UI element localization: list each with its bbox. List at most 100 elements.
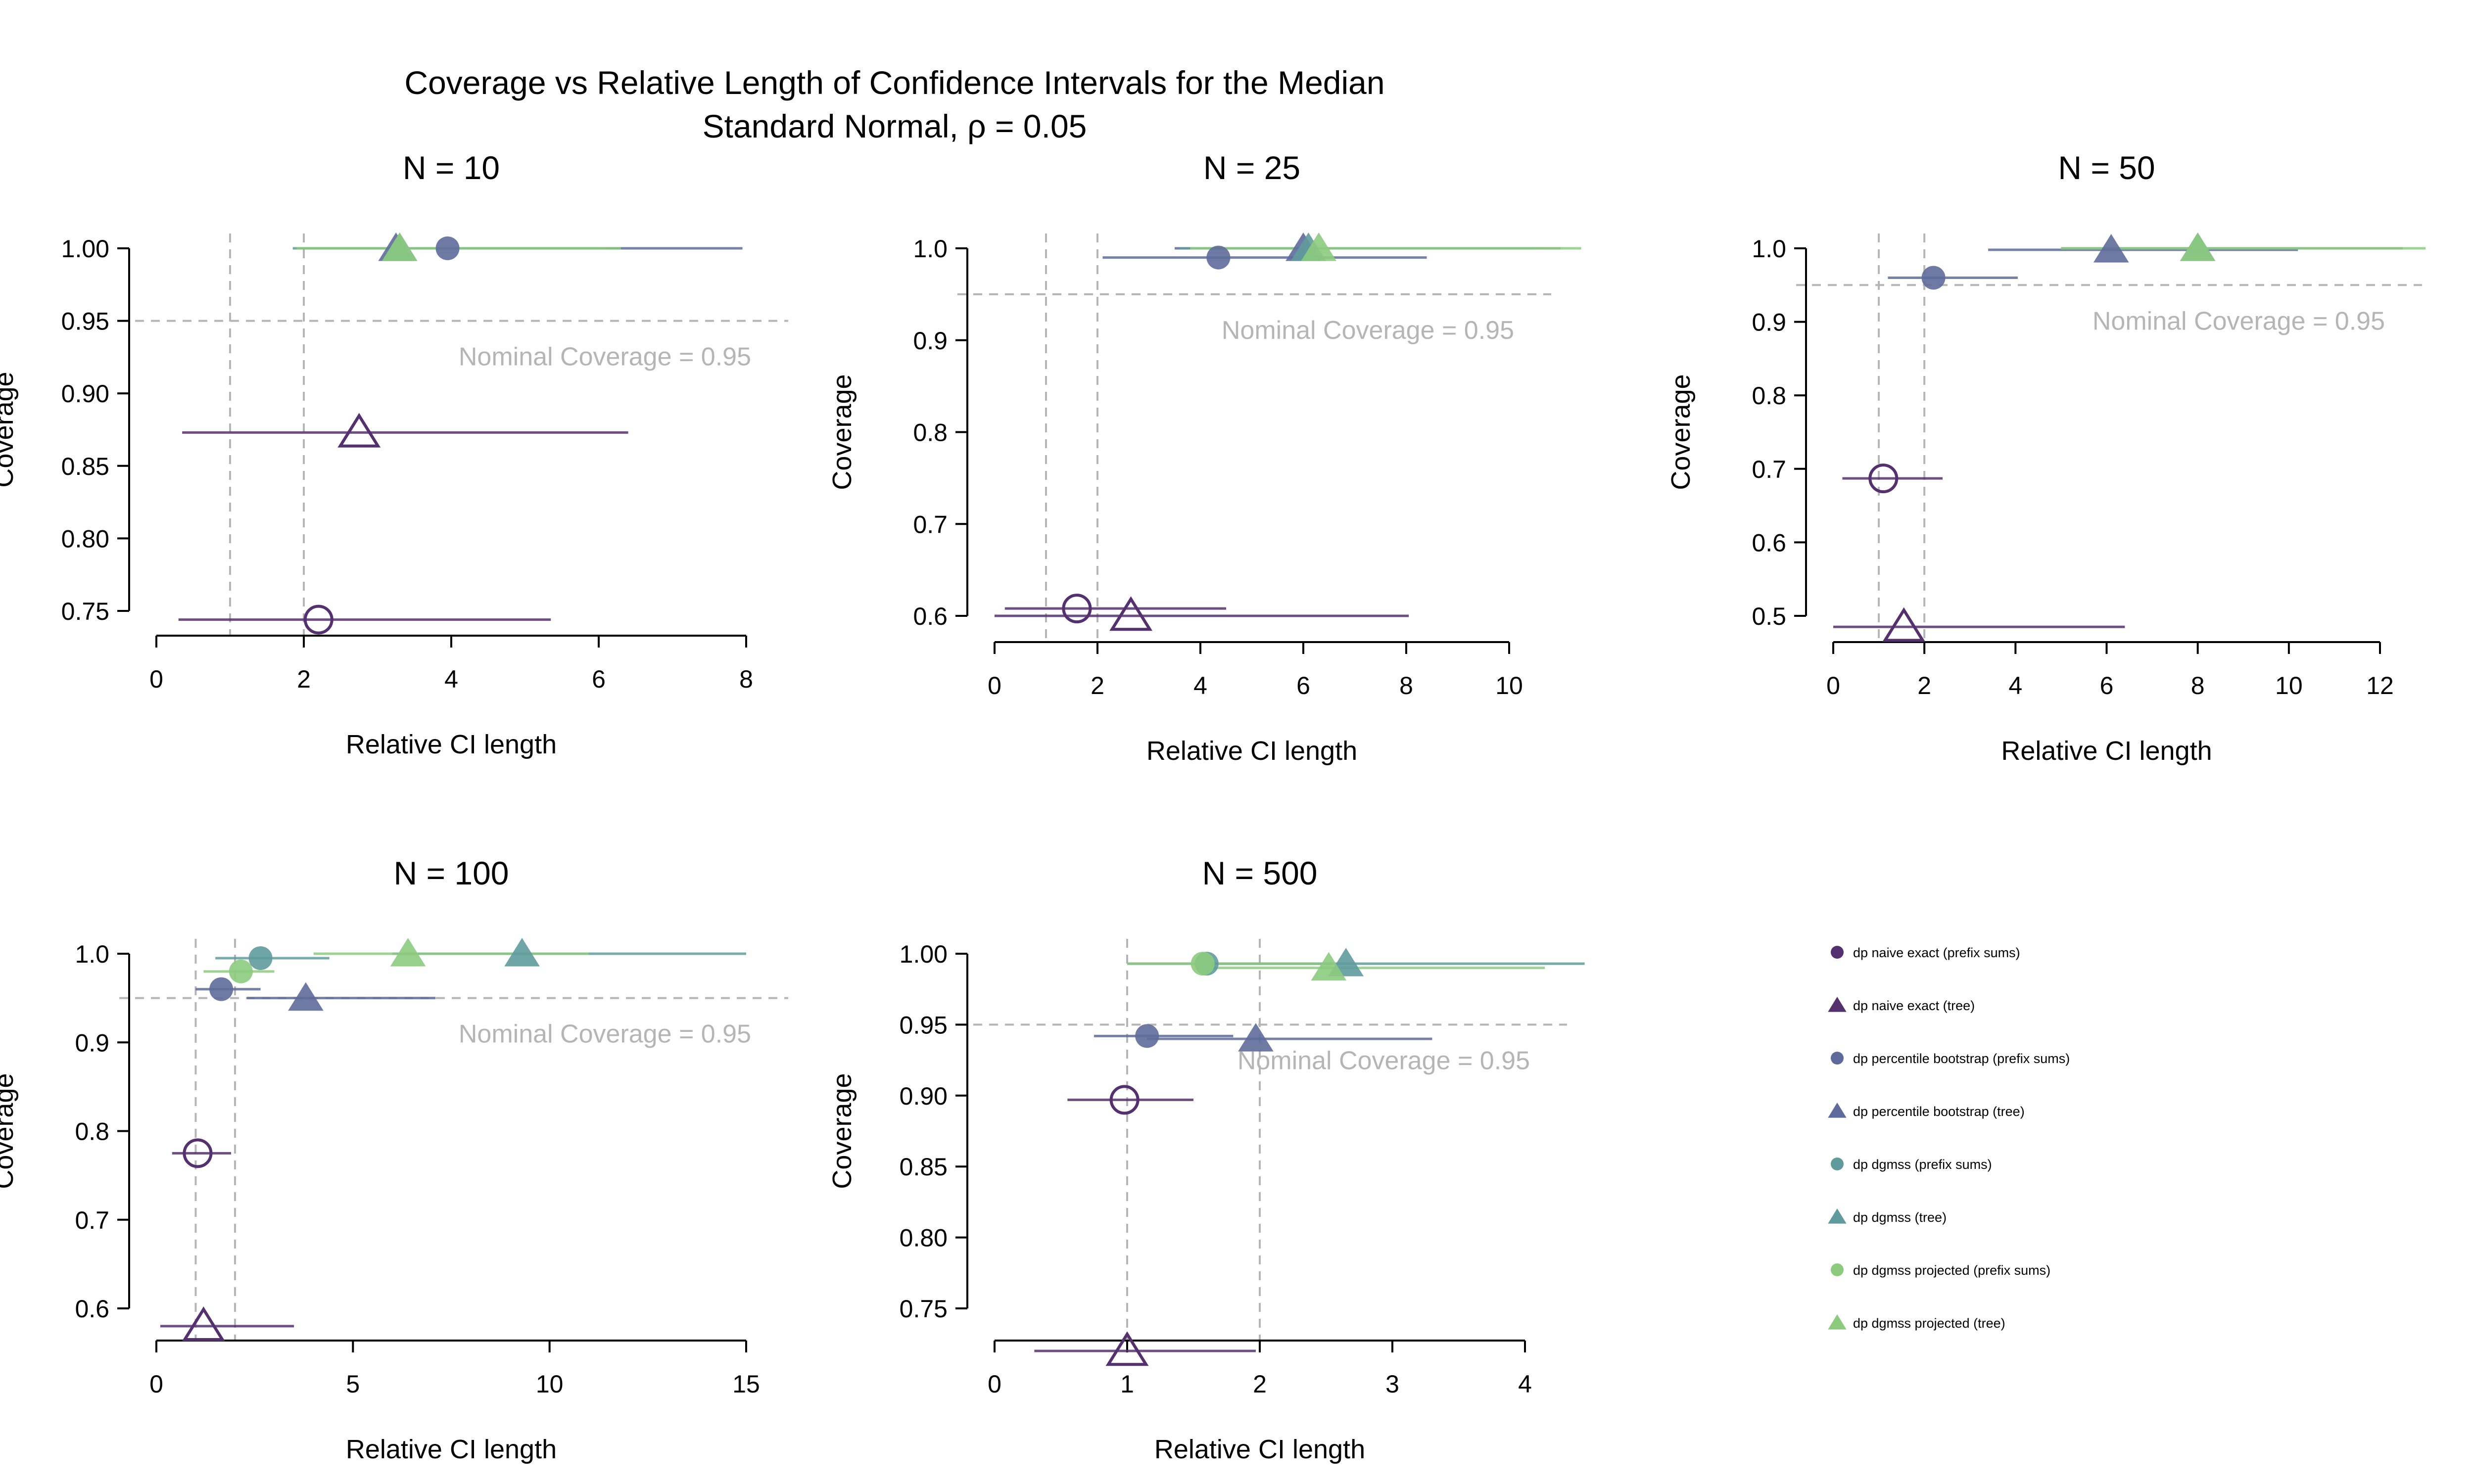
y-tick-label: 1.0 [1752,235,1786,263]
y-tick-label: 0.80 [900,1224,948,1252]
data-point-circle [248,946,273,970]
y-tick-label: 0.90 [900,1082,948,1110]
panel-title: N = 500 [1202,855,1318,891]
y-tick-label: 0.8 [913,419,948,447]
x-tick-label: 2 [1253,1370,1267,1398]
y-tick-label: 0.8 [75,1118,109,1146]
x-tick-label: 2 [1091,672,1104,699]
legend-circle-icon [1831,946,1844,959]
legend-label: dp dgmss projected (prefix sums) [1853,1263,2050,1278]
data-point-triangle [390,938,426,967]
y-tick-label: 0.95 [900,1011,948,1039]
panel-title: N = 50 [2058,149,2155,186]
panel-2: N = 25 Nominal Coverage = 0.95 0.6 0.7 0.8 0.… [827,149,1581,766]
legend-item: dp percentile bootstrap (prefix sums) [1831,1051,2070,1066]
data-point-circle [1206,245,1231,270]
x-tick-label: 12 [2366,672,2394,699]
data-point-triangle [2180,232,2216,261]
y-tick-label: 0.9 [75,1029,109,1057]
legend-item: dp dgmss projected (prefix sums) [1831,1263,2050,1278]
x-tick-label: 8 [1399,672,1413,699]
data-point-triangle [1238,1023,1274,1052]
data-point-circle [1190,952,1215,976]
y-tick-label: 0.5 [1752,603,1786,630]
x-axis-label: Relative CI length [2001,736,2212,766]
y-tick-label: 0.95 [61,308,109,335]
data-point-circle [183,1138,213,1168]
x-axis-label: Relative CI length [346,730,557,759]
x-tick-label: 0 [149,1370,163,1398]
panel-1: N = 10 Nominal Coverage = 0.95 0.75 0.80 0.8… [0,149,788,759]
legend-item: dp dgmss projected (tree) [1828,1314,2005,1331]
legend-circle-icon [1831,1052,1844,1065]
data-point-circle [1868,464,1899,494]
y-tick-label: 1.0 [75,940,109,968]
y-tick-label: 0.90 [61,380,109,408]
legend-item: dp naive exact (tree) [1828,997,1975,1013]
x-axis-label: Relative CI length [346,1435,557,1464]
panel-5: N = 500 Nominal Coverage = 0.95 0.75 0.80 0.… [827,855,1585,1464]
x-tick-label: 6 [592,665,606,693]
y-tick-label: 0.6 [1752,529,1786,556]
y-tick-label: 0.8 [1752,382,1786,410]
x-tick-label: 5 [346,1370,360,1398]
data-point-triangle [1882,607,1926,642]
x-tick-label: 6 [1296,672,1310,699]
y-tick-label: 1.00 [61,235,109,263]
nominal-coverage-label: Nominal Coverage = 0.95 [459,1020,751,1049]
y-tick-label: 0.85 [900,1153,948,1181]
legend-item: dp percentile bootstrap (tree) [1828,1103,2025,1119]
x-axis-label: Relative CI length [1154,1435,1365,1464]
x-tick-label: 0 [1826,672,1840,699]
legend-label: dp naive exact (tree) [1853,998,1975,1013]
data-point-triangle [1109,596,1153,631]
legend-triangle-icon [1828,1103,1847,1118]
legend-circle-icon [1831,1263,1844,1276]
data-point-triangle [1105,1331,1149,1366]
x-tick-label: 8 [739,665,753,693]
panel-title: N = 25 [1203,149,1300,186]
data-point-triangle [381,232,418,261]
data-point-triangle [504,938,540,967]
nominal-coverage-label: Nominal Coverage = 0.95 [459,343,751,371]
x-tick-label: 1 [1120,1370,1134,1398]
panel-title: N = 10 [403,149,500,186]
x-tick-label: 0 [988,1370,1001,1398]
nominal-coverage-label: Nominal Coverage = 0.95 [2093,307,2385,335]
panel-4: N = 100 Nominal Coverage = 0.95 0.6 0.7 0.8 0… [0,855,788,1464]
data-point-triangle [182,1306,225,1342]
y-tick-label: 0.7 [1752,456,1786,483]
data-point-circle [1109,1085,1140,1115]
figure-title: Coverage vs Relative Length of Confidenc… [404,64,1384,101]
y-axis-label: Coverage [1666,374,1696,490]
legend-label: dp percentile bootstrap (prefix sums) [1853,1051,2070,1066]
data-point-triangle [1311,952,1347,981]
x-tick-label: 4 [444,665,458,693]
x-axis-label: Relative CI length [1146,736,1357,766]
y-tick-label: 0.9 [1752,309,1786,336]
y-axis-label: Coverage [827,1073,857,1189]
y-tick-label: 1.0 [913,235,948,263]
y-tick-label: 0.85 [61,453,109,480]
y-tick-label: 0.9 [913,327,948,355]
x-tick-label: 10 [1495,672,1523,699]
panel-3: N = 50 Nominal Coverage = 0.95 0.5 0.6 0.7 0.… [1666,149,2426,766]
data-point-circle [303,604,333,635]
x-tick-label: 2 [297,665,311,693]
x-tick-label: 6 [2100,672,2114,699]
nominal-coverage-label: Nominal Coverage = 0.95 [1222,316,1514,345]
x-tick-label: 4 [1193,672,1207,699]
x-tick-label: 2 [1917,672,1931,699]
y-tick-label: 1.00 [900,940,948,968]
legend-triangle-icon [1828,1208,1847,1224]
x-tick-label: 4 [1518,1370,1532,1398]
legend-item: dp naive exact (prefix sums) [1831,945,2020,960]
y-tick-label: 0.6 [75,1295,109,1323]
x-tick-label: 4 [2008,672,2022,699]
x-tick-label: 8 [2191,672,2205,699]
data-point-circle [1921,266,1946,290]
y-tick-label: 0.75 [900,1295,948,1323]
legend-item: dp dgmss (prefix sums) [1831,1157,1992,1172]
